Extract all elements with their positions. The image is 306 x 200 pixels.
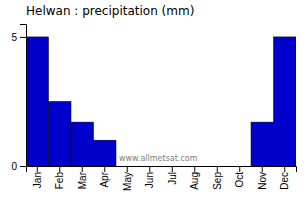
x-tick: Jan: [32, 166, 43, 188]
x-tick-label: Mar: [77, 171, 88, 189]
x-axis: Jan Feb Mar Apr May Jun Jul Aug Sep Oct Nov Dec: [27, 166, 297, 191]
x-tick: Apr: [99, 166, 110, 188]
x-tick: Oct: [234, 166, 245, 188]
y-tick-label: 5: [11, 32, 17, 43]
x-tick-label: Jun: [144, 172, 155, 188]
x-tick: Sep: [212, 166, 223, 190]
x-tick: Nov: [257, 166, 268, 190]
x-tick-label: Dec: [279, 172, 290, 190]
annotation: www.allmetsat.com: [119, 154, 198, 163]
bar: [49, 101, 72, 166]
x-tick-label: Jul: [167, 172, 178, 185]
x-tick-mark: [172, 166, 173, 172]
x-tick-mark: [284, 166, 285, 172]
y-axis-line: [20, 25, 27, 167]
x-tick: Jun: [144, 166, 155, 188]
y-tick-label: 0: [11, 161, 17, 172]
x-tick: Mar: [77, 166, 88, 189]
x-tick-mark: [194, 166, 195, 172]
x-tick-mark: [59, 166, 60, 172]
y-tick-mark: [20, 166, 26, 167]
x-tick-mark: [217, 166, 218, 172]
x-tick: Dec: [279, 166, 290, 190]
x-tick-mark: [239, 166, 240, 172]
plot: JanFebMarAprMayJunJulAugSepOctNovDec05ww…: [11, 25, 296, 191]
bars: [26, 37, 296, 166]
chart: JanFebMarAprMayJunJulAugSepOctNovDec05ww…: [0, 0, 306, 200]
x-tick-label: Jan: [32, 172, 43, 188]
x-axis-line: [27, 167, 297, 173]
x-tick-mark: [127, 166, 128, 172]
bar: [139, 166, 162, 167]
bar: [94, 140, 117, 166]
bar: [274, 37, 297, 166]
bar: [26, 37, 49, 166]
bar: [251, 122, 274, 166]
y-tick: 5: [11, 32, 26, 43]
x-tick: Jul: [167, 166, 178, 185]
x-tick-label: Oct: [234, 172, 245, 188]
y-axis: 05: [11, 25, 26, 172]
x-tick-mark: [82, 166, 83, 172]
x-tick-label: Nov: [257, 172, 268, 190]
bar: [206, 166, 229, 167]
x-tick: Aug: [189, 166, 200, 190]
x-tick-mark: [37, 166, 38, 172]
bar: [116, 166, 139, 167]
bar: [161, 166, 184, 167]
title: Helwan : precipitation (mm): [26, 4, 194, 18]
bar: [71, 122, 94, 166]
y-tick: 0: [11, 161, 26, 172]
bar: [229, 166, 252, 167]
x-tick-label: Feb: [54, 172, 65, 190]
bar: [184, 166, 207, 167]
x-tick-label: Sep: [212, 172, 223, 190]
x-tick-label: Aug: [189, 172, 200, 190]
x-tick-mark: [149, 166, 150, 172]
y-tick-mark: [20, 37, 26, 38]
x-tick-label: Apr: [99, 171, 110, 187]
x-tick-mark: [104, 166, 105, 172]
x-tick: May: [122, 166, 133, 191]
x-tick-mark: [262, 166, 263, 172]
x-tick: Feb: [54, 166, 65, 189]
x-tick-label: May: [122, 172, 133, 191]
